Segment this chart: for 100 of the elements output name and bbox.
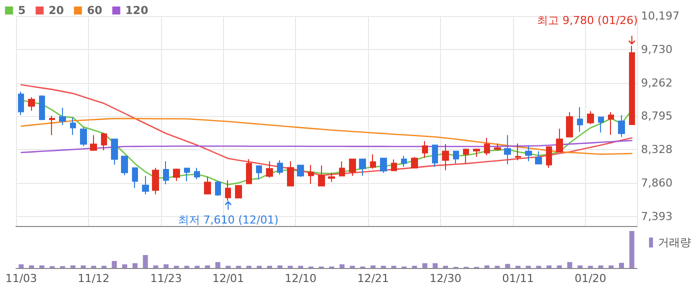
candlestick bbox=[370, 154, 376, 170]
bar bbox=[153, 265, 158, 268]
candlestick bbox=[308, 164, 314, 184]
annotation: 최고 9,780 (01/26) bbox=[537, 14, 638, 27]
x-tick-label: 12/10 bbox=[284, 272, 316, 285]
bar bbox=[618, 262, 624, 268]
candlestick bbox=[411, 156, 418, 168]
candlestick bbox=[121, 156, 128, 176]
candlestick bbox=[401, 155, 407, 168]
x-tick-label: 11/03 bbox=[5, 272, 38, 285]
candlestick bbox=[132, 167, 138, 188]
candlestick bbox=[359, 158, 366, 176]
bar bbox=[132, 263, 138, 268]
candlestick bbox=[515, 143, 521, 161]
candlestick bbox=[473, 148, 480, 158]
candlestick bbox=[194, 167, 200, 180]
candlestick bbox=[494, 143, 501, 152]
line-series bbox=[20, 84, 632, 176]
candlestick bbox=[391, 159, 397, 172]
candlestick bbox=[59, 107, 66, 126]
y-tick-label: 9,262 bbox=[641, 76, 672, 90]
candlestick bbox=[442, 144, 449, 171]
candlestick bbox=[297, 164, 304, 178]
candlestick bbox=[184, 168, 190, 182]
bar bbox=[340, 264, 345, 268]
bar bbox=[556, 265, 562, 268]
candlestick bbox=[608, 112, 614, 136]
candlestick bbox=[577, 106, 583, 132]
candlestick bbox=[328, 172, 335, 182]
candlestick bbox=[535, 150, 542, 165]
candlestick bbox=[618, 114, 625, 138]
x-tick-label: 12/21 bbox=[357, 272, 389, 285]
candlestick bbox=[453, 150, 459, 164]
bar bbox=[80, 265, 86, 268]
candlestick bbox=[142, 175, 149, 195]
bar bbox=[112, 260, 117, 268]
candlestick bbox=[152, 167, 159, 195]
candlestick bbox=[598, 116, 604, 133]
x-tick-label: 11/23 bbox=[150, 272, 182, 285]
bar bbox=[39, 265, 44, 268]
candlestick bbox=[246, 158, 252, 184]
candlestick bbox=[277, 160, 283, 175]
line-series bbox=[20, 140, 632, 154]
bar bbox=[608, 265, 614, 268]
x-tick-label: 12/01 bbox=[212, 272, 244, 285]
bar bbox=[484, 265, 490, 268]
candlestick bbox=[70, 117, 76, 136]
legend-label: 120 bbox=[125, 4, 149, 17]
candlestick bbox=[339, 161, 345, 176]
bar bbox=[422, 263, 428, 268]
candlestick bbox=[90, 134, 97, 152]
candlestick bbox=[380, 158, 387, 174]
candlestick bbox=[463, 148, 469, 164]
bar bbox=[164, 264, 169, 268]
candlestick bbox=[235, 185, 242, 198]
bar bbox=[629, 231, 634, 268]
candlestick bbox=[18, 91, 24, 116]
bar bbox=[432, 263, 438, 268]
candlestick bbox=[422, 140, 428, 158]
candlestick bbox=[266, 160, 273, 178]
bar bbox=[215, 262, 220, 268]
x-tick-label: 01/20 bbox=[574, 272, 606, 285]
candlestick bbox=[173, 168, 180, 182]
bar bbox=[578, 265, 583, 268]
bar bbox=[29, 265, 34, 268]
bar bbox=[18, 264, 24, 268]
annotation: 최저 7,610 (12/01) bbox=[178, 214, 279, 227]
candlestick bbox=[349, 158, 356, 176]
y-tick-label: 10,197 bbox=[641, 10, 680, 22]
bar bbox=[277, 265, 282, 268]
candlestick bbox=[163, 160, 169, 185]
candlestick bbox=[49, 115, 55, 136]
legend-label: 20 bbox=[48, 4, 64, 17]
candlestick bbox=[287, 160, 294, 186]
candlestick bbox=[28, 96, 35, 112]
candlestick bbox=[80, 126, 87, 147]
bar bbox=[546, 265, 552, 268]
candlestick bbox=[204, 176, 211, 194]
y-tick-label: 7,393 bbox=[641, 210, 672, 223]
candlestick bbox=[587, 110, 594, 125]
legend-label: 거래량 bbox=[658, 236, 691, 249]
bar bbox=[122, 264, 128, 268]
candlestick bbox=[225, 180, 231, 202]
x-tick-label: 01/11 bbox=[502, 272, 534, 285]
candlestick bbox=[484, 137, 490, 156]
candlestick bbox=[39, 94, 45, 121]
candlestick bbox=[566, 112, 573, 138]
candlestick bbox=[525, 145, 532, 162]
bar bbox=[142, 255, 148, 268]
bar bbox=[70, 265, 76, 268]
y-tick-label: 9,730 bbox=[641, 42, 672, 56]
bar bbox=[567, 262, 572, 268]
candlestick bbox=[111, 138, 118, 166]
candlestick bbox=[432, 144, 438, 168]
candlestick bbox=[504, 134, 511, 165]
line-series bbox=[20, 118, 632, 155]
bar bbox=[598, 265, 604, 268]
bar bbox=[204, 265, 210, 268]
candlestick bbox=[556, 128, 563, 152]
legend-label: 60 bbox=[86, 4, 103, 17]
